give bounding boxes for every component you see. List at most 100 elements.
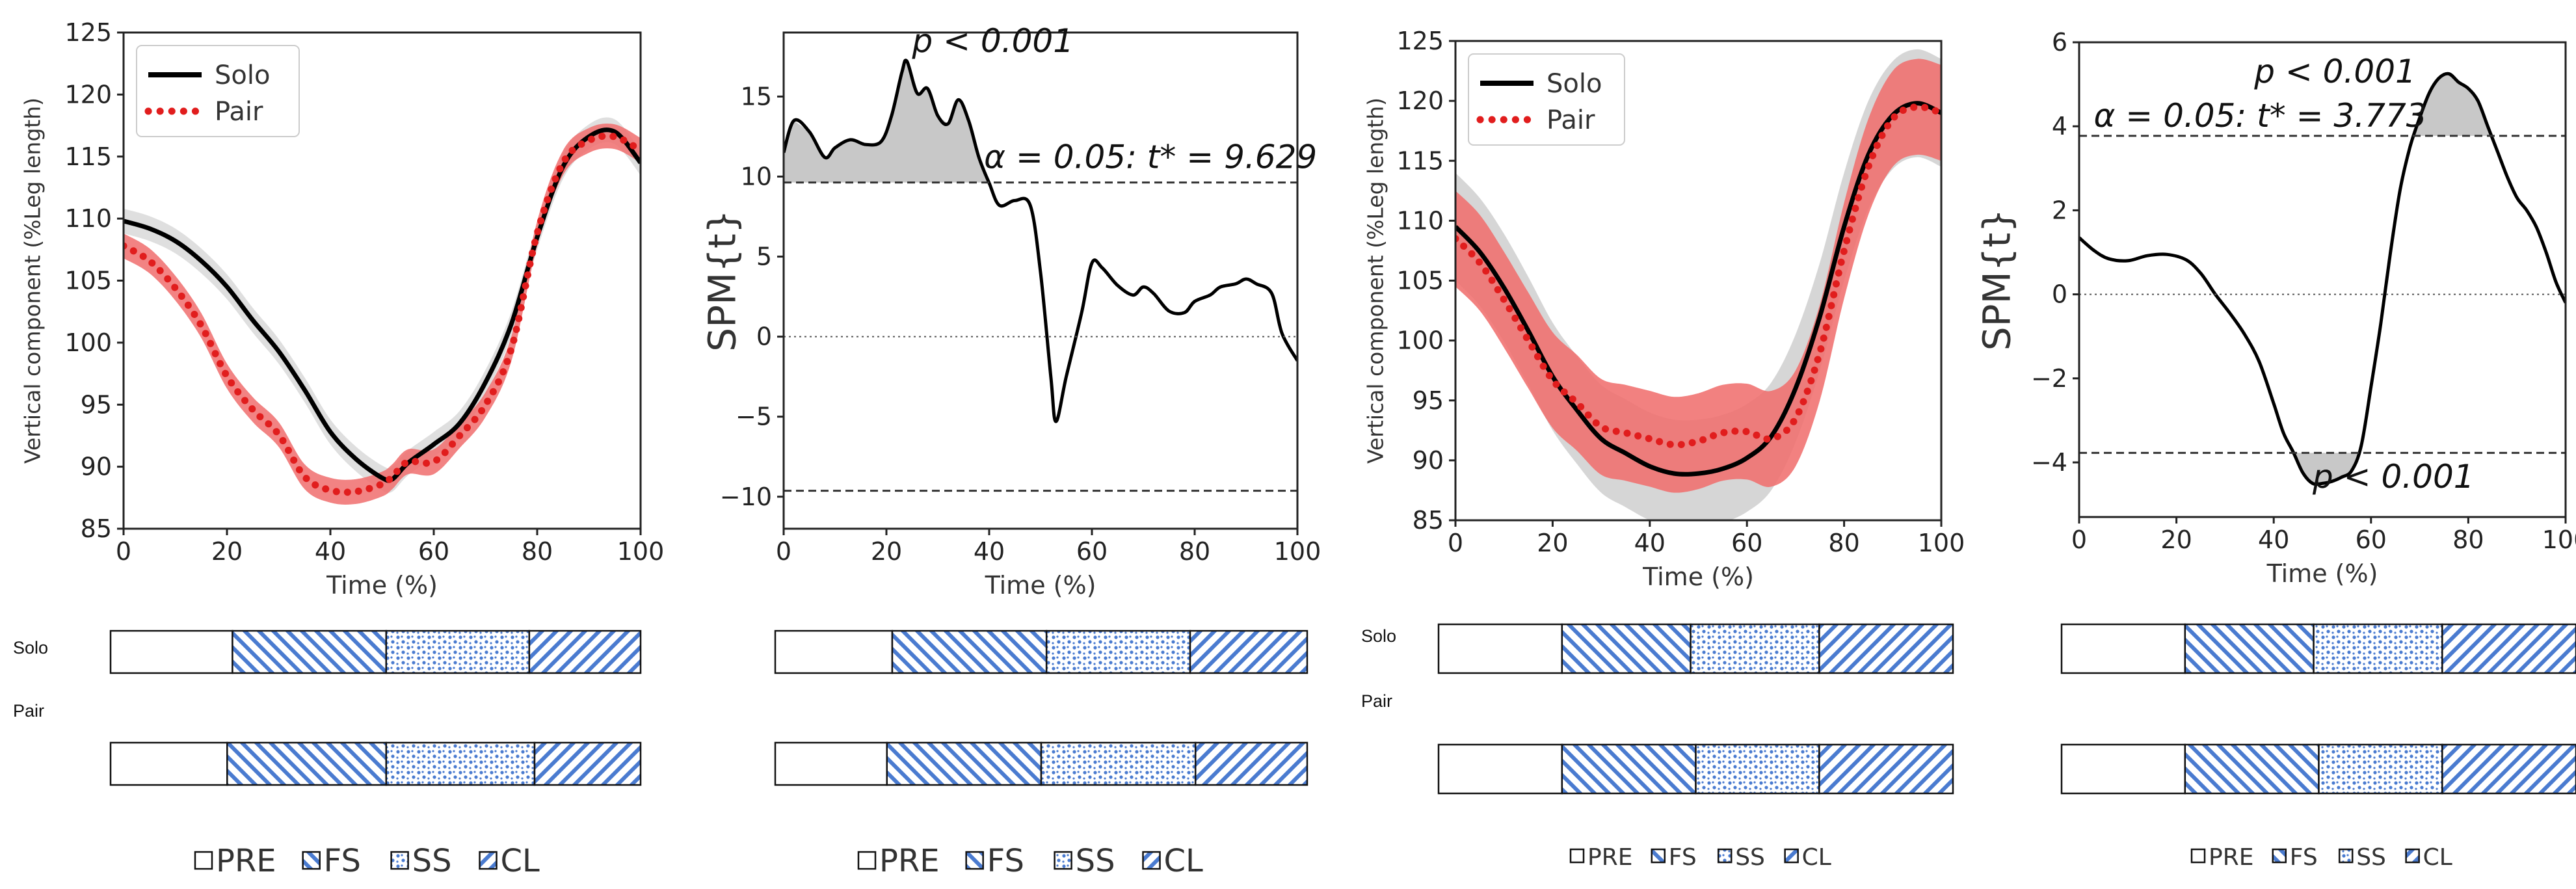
phase-segment-ss xyxy=(2318,743,2443,795)
phase-legend-swatch-cl xyxy=(2405,848,2420,864)
y-axis-label: SPM{t} xyxy=(1974,209,2019,351)
series-line-pair xyxy=(1455,103,1941,449)
chart-panel-3-vertical-component: 0 20 40 60 80 100 85 90 95 100 105 110 115 120 125 Time… xyxy=(1363,27,1965,591)
y-axis-label: Vertical component (%Leg length) xyxy=(20,98,46,464)
x-tick-label: 40 xyxy=(2258,525,2289,554)
x-tick-label: 80 xyxy=(1179,537,1210,566)
axes-frame xyxy=(2078,41,2567,518)
phase-segment-fs xyxy=(891,630,1048,674)
phase-segment-cl xyxy=(1194,741,1308,786)
y-tick-label: −4 xyxy=(2031,448,2067,477)
y-tick-label: 115 xyxy=(64,142,112,171)
phase-segment-cl xyxy=(1189,630,1308,674)
chart-panel-4-spm: 0 20 40 60 80 100 −4 −2 0 2 4 6 Time (%) SPM{t} α = 0.… xyxy=(1974,28,2576,588)
phase-legend-label-fs: FS xyxy=(2290,844,2318,871)
x-tick-label: 40 xyxy=(1634,529,1666,557)
phase-segment-pre xyxy=(109,630,233,674)
phase-segment-cl xyxy=(2441,623,2576,674)
x-tick-label: 0 xyxy=(1448,529,1463,557)
y-tick-label: 6 xyxy=(2052,28,2067,57)
series-band-pair xyxy=(124,124,641,505)
phase-segment-ss xyxy=(1045,630,1191,674)
y-tick-label: 125 xyxy=(64,18,112,47)
x-axis-label: Time (%) xyxy=(326,571,438,600)
plot-area xyxy=(124,117,641,505)
series-line-spm-t xyxy=(2079,72,2566,486)
phase-legend-label-ss: SS xyxy=(2356,844,2386,871)
legend-label-solo: Solo xyxy=(215,60,270,90)
y-tick-label: 5 xyxy=(756,243,772,271)
row-label-solo: Solo xyxy=(1361,626,1396,646)
x-tick-label: 80 xyxy=(2452,525,2484,554)
x-tick-label: 40 xyxy=(315,537,346,566)
x-tick-label: 80 xyxy=(1828,529,1859,557)
phase-segment-ss xyxy=(2313,623,2443,674)
y-tick-label: 0 xyxy=(2052,280,2067,309)
legend-box xyxy=(136,45,300,137)
phase-legend-swatch-ss xyxy=(2338,848,2354,864)
plot-area xyxy=(784,59,1297,423)
phase-legend-label-pre: PRE xyxy=(216,843,276,879)
phase-segment-ss xyxy=(1040,741,1197,786)
phase-legend-label-fs: FS xyxy=(1669,844,1697,871)
x-tick-label: 0 xyxy=(776,537,791,566)
x-tick-label: 100 xyxy=(617,537,665,566)
y-tick-label: 4 xyxy=(2052,112,2067,140)
y-axis-label: Vertical component (%Leg length) xyxy=(1363,98,1388,464)
x-axis-label: Time (%) xyxy=(2266,559,2378,588)
series-line-spm-t xyxy=(784,59,1297,423)
chart-panel-2-spm: 0 20 40 60 80 100 −10 −5 0 5 10 15 Time (%) SPM{t} α =… xyxy=(700,22,1321,600)
x-tick-label: 80 xyxy=(522,537,553,566)
cluster-p-label: p < 0.001 xyxy=(2253,53,2416,90)
phase-segment-fs xyxy=(1561,743,1697,795)
legend-label-solo: Solo xyxy=(1547,69,1602,99)
y-axis-label: SPM{t} xyxy=(700,209,744,351)
y-tick-label: 100 xyxy=(1396,326,1444,355)
legend-box xyxy=(1468,53,1625,146)
phase-legend-swatch-cl xyxy=(1784,848,1799,864)
phase-segment-fs xyxy=(2184,623,2315,674)
phase-legend-swatch-ss xyxy=(390,851,409,870)
y-tick-label: 85 xyxy=(1413,506,1444,535)
phase-segment-fs xyxy=(2184,743,2320,795)
legend-label-pair: Pair xyxy=(215,97,263,127)
phase-segment-fs xyxy=(886,741,1042,786)
phase-legend-label-ss: SS xyxy=(412,843,452,879)
x-axis-label: Time (%) xyxy=(1642,563,1754,591)
phase-panel-3: PRE FS SS CL xyxy=(1437,623,1954,871)
x-tick-label: 20 xyxy=(1537,529,1568,557)
phase-segment-pre xyxy=(774,741,888,786)
phase-legend-label-pre: PRE xyxy=(1587,844,1632,871)
phase-segment-ss xyxy=(385,630,531,674)
phase-bars: PRE FS SS CL PRE FS SS CL PRE FS SS CL PRE FS SS CL Solo… xyxy=(13,623,2576,879)
y-tick-label: 85 xyxy=(81,514,112,543)
phase-segment-ss xyxy=(1690,623,1820,674)
phase-panel-2: PRE FS SS CL xyxy=(774,630,1308,879)
legend: Solo Pair xyxy=(136,45,300,137)
x-tick-label: 100 xyxy=(1918,529,1965,557)
x-tick-label: 0 xyxy=(2071,525,2087,554)
y-tick-label: 100 xyxy=(64,328,112,357)
y-tick-label: 115 xyxy=(1396,146,1444,175)
x-tick-label: 60 xyxy=(418,537,449,566)
phase-segment-fs xyxy=(226,741,388,786)
phase-segment-cl xyxy=(1818,623,1954,674)
y-tick-label: 95 xyxy=(1413,386,1444,415)
x-tick-label: 0 xyxy=(116,537,131,566)
phase-legend-swatch-pre xyxy=(194,851,213,870)
x-axis-label: Time (%) xyxy=(985,571,1096,600)
y-tick-label: 110 xyxy=(1396,206,1444,235)
phase-legend-label-cl: CL xyxy=(1164,843,1204,879)
plot-area xyxy=(1455,49,1941,520)
phase-legend-label-pre: PRE xyxy=(879,843,940,879)
plot-area xyxy=(2079,72,2566,486)
cluster-p-label: p < 0.001 xyxy=(2312,458,2475,496)
row-label-pair: Pair xyxy=(1361,691,1392,711)
y-tick-label: 15 xyxy=(741,82,772,111)
phase-segment-cl xyxy=(2441,743,2576,795)
phase-legend-label-cl: CL xyxy=(2423,844,2452,871)
phase-legend-label-ss: SS xyxy=(1735,844,1765,871)
y-tick-label: 90 xyxy=(81,453,112,481)
phase-segment-cl xyxy=(528,630,642,674)
